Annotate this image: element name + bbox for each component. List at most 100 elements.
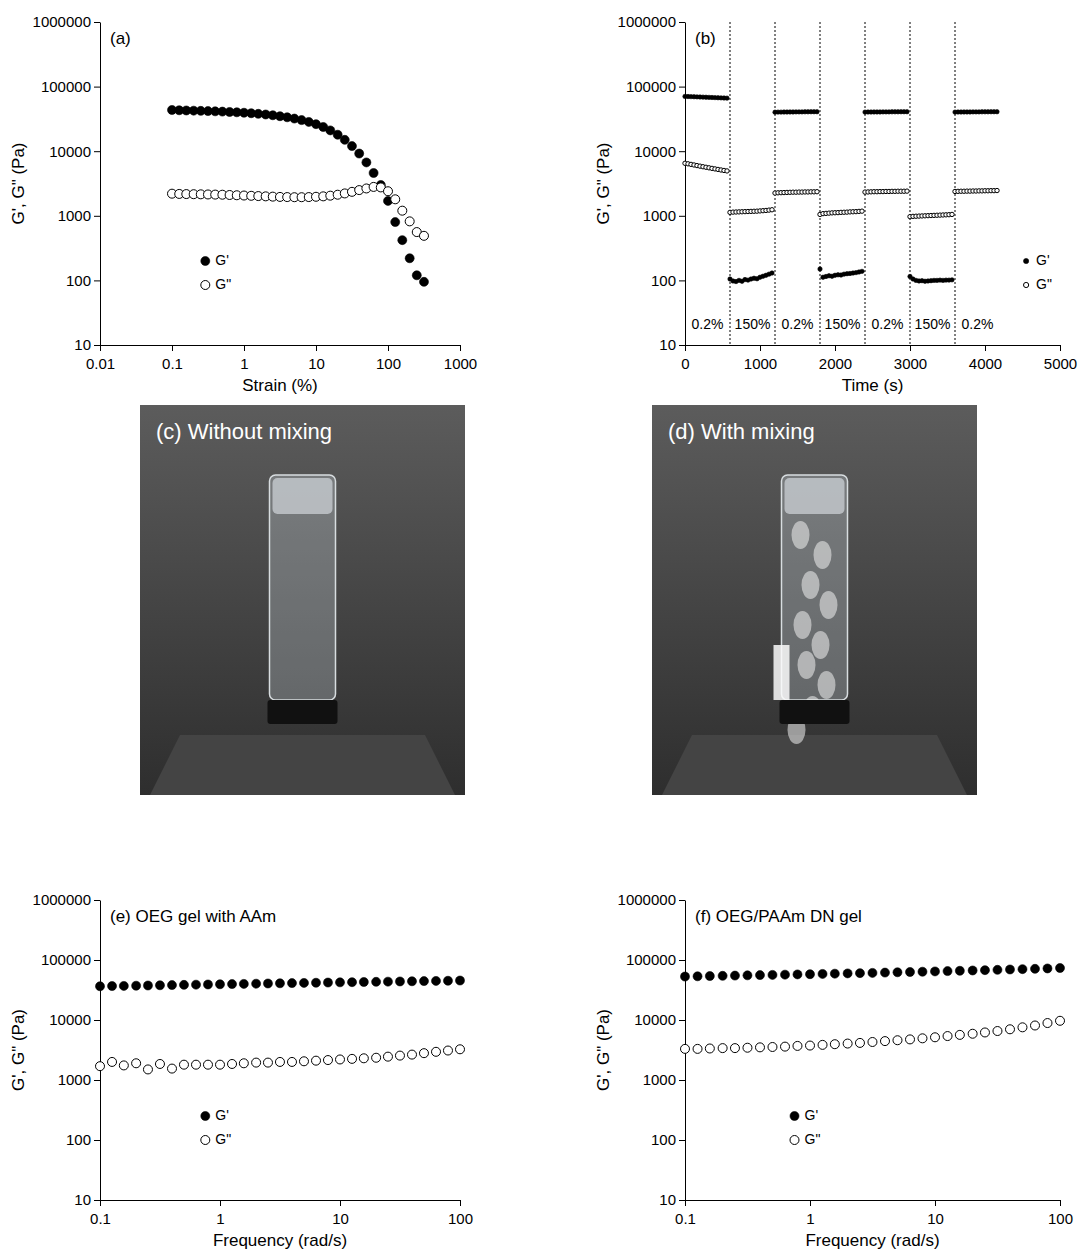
photo-vial: [782, 475, 848, 700]
legend-marker: [790, 1136, 799, 1145]
data-point: [96, 1062, 105, 1071]
y-tick-label: 100: [651, 272, 676, 289]
x-tick-mark: [685, 1200, 686, 1206]
panel-title: (e) OEG gel with AAm: [110, 907, 276, 926]
data-point: [855, 1038, 864, 1047]
data-point: [705, 972, 714, 981]
y-tick-mark: [679, 216, 685, 217]
x-tick-label: 5000: [1044, 355, 1077, 372]
legend-item: G': [201, 1107, 229, 1123]
y-tick: 100000: [41, 951, 100, 968]
data-point: [843, 1039, 852, 1048]
legend-item: G": [790, 1131, 820, 1147]
photo-texture: [812, 631, 830, 659]
y-tick-mark: [679, 87, 685, 88]
data-point: [950, 212, 954, 216]
data-point: [950, 278, 954, 282]
x-tick-mark: [460, 1200, 461, 1206]
y-tick-label: 10: [659, 1191, 676, 1208]
data-point: [340, 135, 349, 144]
x-tick-mark: [910, 345, 911, 351]
x-tick-label: 1000: [444, 355, 477, 372]
data-point: [216, 1060, 225, 1069]
data-point: [391, 218, 400, 227]
data-point: [287, 1057, 296, 1066]
y-tick-label: 1000: [58, 207, 91, 224]
data-point: [995, 188, 999, 192]
y-tick-label: 1000000: [618, 13, 676, 30]
legend-label: G": [805, 1131, 821, 1147]
y-tick: 100000: [626, 78, 685, 95]
y-tick-label: 10000: [634, 1011, 676, 1028]
x-tick: 0.1: [162, 345, 183, 372]
y-tick: 10000: [49, 143, 100, 160]
legend: G'G": [790, 1107, 820, 1147]
data-point: [348, 1054, 357, 1063]
x-tick-label: 0.1: [162, 355, 183, 372]
data-point: [108, 1057, 117, 1066]
legend-item: G': [201, 252, 229, 268]
photo: (d) With mixing: [652, 405, 977, 795]
data-point: [943, 1032, 952, 1041]
data-point: [681, 1044, 690, 1053]
y-tick-mark: [94, 345, 100, 346]
segment-label: 150%: [825, 316, 861, 332]
data-point: [369, 168, 378, 177]
data-point: [192, 980, 201, 989]
data-point: [359, 1054, 368, 1063]
data-point: [132, 1059, 141, 1068]
data-point: [1056, 964, 1065, 973]
y-tick: 100: [651, 272, 685, 289]
data-point: [1043, 964, 1052, 973]
x-tick-label: 10: [927, 1210, 944, 1227]
data-point: [252, 1058, 261, 1067]
y-tick: 100: [66, 1131, 100, 1148]
data-point: [868, 1037, 877, 1046]
y-tick: 100: [651, 1131, 685, 1148]
y-tick-label: 1000000: [33, 891, 91, 908]
x-tick-label: 0.1: [675, 1210, 696, 1227]
data-point: [1056, 1016, 1065, 1025]
x-tick: 0: [681, 345, 689, 372]
x-tick: 10: [332, 1200, 349, 1227]
x-tick-mark: [220, 1200, 221, 1206]
data-point: [405, 217, 414, 226]
x-tick-label: 1: [806, 1210, 814, 1227]
data-point: [419, 277, 428, 286]
y-tick-mark: [679, 151, 685, 152]
x-tick-mark: [460, 345, 461, 351]
y-tick-mark: [679, 1020, 685, 1021]
data-point: [730, 1044, 739, 1053]
y-tick-mark: [94, 960, 100, 961]
x-tick-label: 100: [1048, 1210, 1073, 1227]
x-axis-title: Frequency (rad/s): [213, 1231, 347, 1250]
x-tick: 2000: [819, 345, 852, 372]
y-axis: 101001000100001000001000000: [618, 13, 686, 353]
x-tick: 1: [216, 1200, 224, 1227]
data-point: [119, 981, 128, 990]
y-tick-label: 10000: [49, 143, 91, 160]
segment-label: 150%: [915, 316, 951, 332]
data-point: [405, 254, 414, 263]
legend-label: G': [215, 1107, 229, 1123]
x-tick-mark: [340, 1200, 341, 1206]
data-point: [239, 1059, 248, 1068]
photo: (c) Without mixing: [140, 405, 465, 795]
data-point: [743, 1043, 752, 1052]
x-tick-mark: [172, 345, 173, 351]
data-point: [793, 1041, 802, 1050]
photo-gel: [785, 478, 845, 514]
x-axis: 0.010.11101001000: [86, 345, 477, 372]
y-tick-label: 100: [651, 1131, 676, 1148]
data-point: [906, 1035, 915, 1044]
photo-cap: [780, 700, 850, 724]
segment-boundary: [820, 22, 821, 345]
data-point: [323, 1056, 332, 1065]
data-point: [412, 271, 421, 280]
data-point: [893, 968, 902, 977]
legend-marker: [790, 1112, 799, 1121]
y-axis-title: G', G" (Pa): [594, 1009, 613, 1091]
data-point: [359, 977, 368, 986]
y-tick-label: 1000: [58, 1071, 91, 1088]
panel: 0100020003000400050001010010001000010000…: [594, 13, 1077, 395]
